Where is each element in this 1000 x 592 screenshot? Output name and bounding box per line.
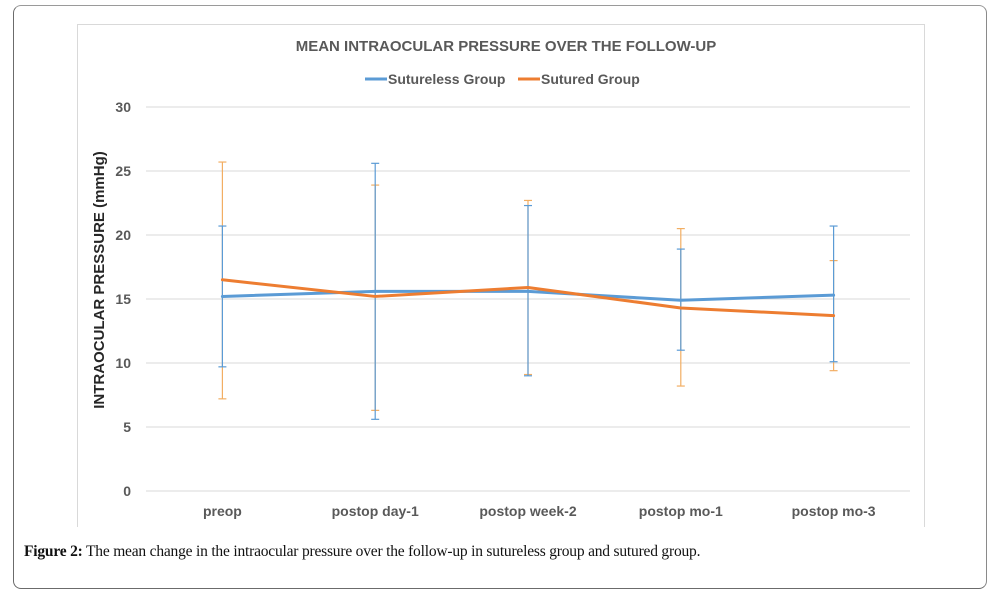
x-tick-label: postop mo-3 <box>792 503 876 519</box>
x-axis-ticks: preop postop day-1 postop week-2 postop mo-… <box>203 503 876 519</box>
y-tick-label: 20 <box>115 227 131 243</box>
caption-label: Figure 2: <box>24 543 83 560</box>
series-lines <box>220 278 836 318</box>
x-tick-label: postop week-2 <box>479 503 576 519</box>
sutureless-group-line <box>220 289 836 302</box>
y-tick-label: 15 <box>115 291 131 307</box>
y-tick-label: 25 <box>115 163 131 179</box>
y-axis-ticks: 0 5 10 15 20 25 30 <box>115 99 131 499</box>
legend: Sutureless Group Sutured Group <box>365 71 640 87</box>
y-axis-label: INTRAOCULAR PRESSURE (mmHg) <box>91 151 108 409</box>
figure-border <box>13 5 987 589</box>
x-tick-label: preop <box>203 503 242 519</box>
y-tick-label: 30 <box>115 99 131 115</box>
x-tick-label: postop day-1 <box>332 503 419 519</box>
y-tick-label: 5 <box>123 419 131 435</box>
sutured-group-line <box>220 278 836 318</box>
figure-caption: Figure 2: The mean change in the intraoc… <box>24 543 700 561</box>
chart-title: MEAN INTRAOCULAR PRESSURE OVER THE FOLLO… <box>296 38 717 55</box>
caption-text: The mean change in the intraocular press… <box>82 543 701 560</box>
legend-label: Sutureless Group <box>388 71 505 87</box>
x-tick-label: postop mo-1 <box>639 503 723 519</box>
y-tick-label: 0 <box>123 483 131 499</box>
legend-label: Sutured Group <box>541 71 640 87</box>
y-tick-label: 10 <box>115 355 131 371</box>
chart-area-frame <box>77 24 925 527</box>
